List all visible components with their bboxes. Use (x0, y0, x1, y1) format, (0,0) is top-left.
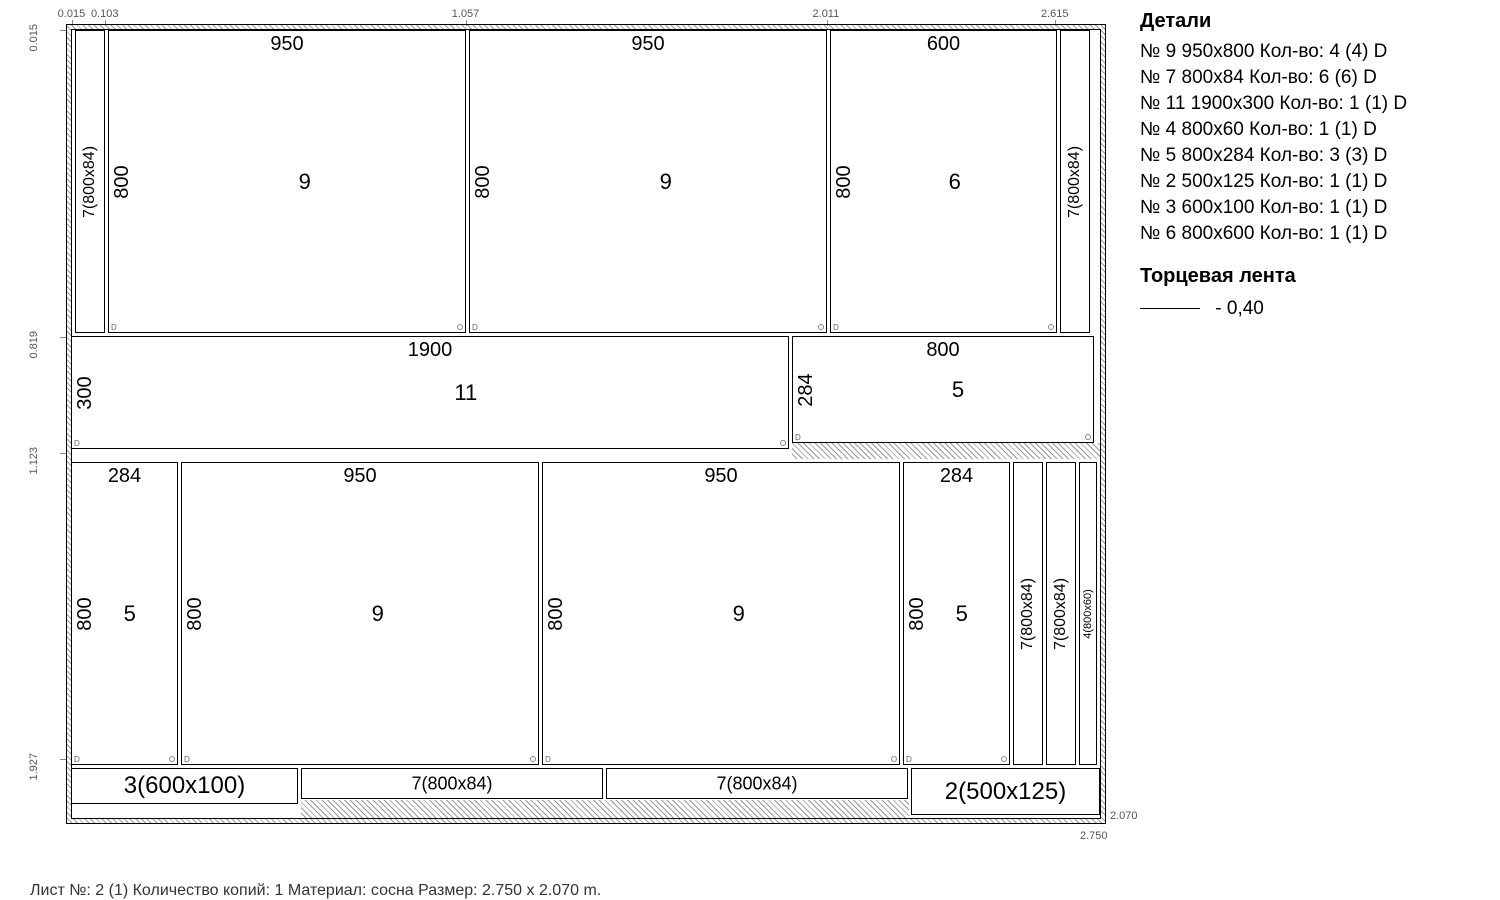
detail-row: № 9 950x800 Кол-во: 4 (4) D (1140, 41, 1480, 63)
part-center-label: 7(800x84) (716, 773, 797, 794)
part-3: 3(600x100) (71, 768, 298, 804)
part-center-label: 7(800x84) (81, 145, 99, 217)
edge-value: - 0,40 (1215, 298, 1264, 319)
part-center-label: 9 (372, 601, 384, 627)
part-center-label: 9 (299, 169, 311, 195)
ruler-bottom-right: 2.750 (1080, 830, 1108, 842)
part-center-label: 4(800x60) (1082, 589, 1094, 639)
ruler-top-label: 2.615 (1041, 8, 1069, 20)
part-width-label: 950 (543, 465, 899, 488)
part-7: 7(800x84) (75, 30, 105, 333)
details-title: Детали (1140, 10, 1480, 33)
part-center-label: 7(800x84) (1019, 577, 1037, 649)
part-height-label: 284 (795, 373, 818, 406)
part-7b: 7(800x84) (1060, 30, 1090, 333)
part-height-label: 800 (111, 165, 134, 198)
part-7d: 7(800x84) (1046, 462, 1076, 765)
part-height-label: 800 (906, 597, 929, 630)
part-9b: 9508009D (469, 30, 827, 333)
part-height-label: 800 (833, 165, 856, 198)
part-width-label: 600 (831, 33, 1056, 56)
part-center-label: 9 (733, 601, 745, 627)
detail-row: № 6 800x600 Кол-во: 1 (1) D (1140, 223, 1480, 245)
part-height-label: 800 (184, 597, 207, 630)
part-center-label: 7(800x84) (411, 773, 492, 794)
part-height-label: 800 (472, 165, 495, 198)
details-sidebar: Детали № 9 950x800 Кол-во: 4 (4) D № 7 80… (1140, 10, 1480, 900)
part-center-label: 2(500x125) (945, 778, 1066, 806)
part-9c: 9508009D (181, 462, 539, 765)
ruler-top-label: 1.057 (452, 8, 480, 20)
part-center-label: 3(600x100) (124, 772, 245, 800)
part-height-label: 800 (545, 597, 568, 630)
part-9d: 9508009D (542, 462, 900, 765)
part-height-label: 800 (74, 597, 97, 630)
part-11: 190030011D (71, 336, 789, 449)
detail-row: № 3 600x100 Кол-во: 1 (1) D (1140, 197, 1480, 219)
part-center-label: 5 (956, 601, 968, 627)
part-center-label: 7(800x84) (1066, 145, 1084, 217)
ruler-top-label: 2.011 (813, 8, 840, 20)
part-5c: 2848005D (903, 462, 1010, 765)
part-2: 2(500x125) (911, 768, 1100, 815)
part-width-label: 950 (470, 33, 826, 56)
part-5b: 2848005D (71, 462, 178, 765)
part-7c: 7(800x84) (1013, 462, 1043, 765)
part-width-label: 1900 (72, 339, 788, 362)
part-center-label: 7(800x84) (1052, 577, 1070, 649)
detail-row: № 7 800x84 Кол-во: 6 (6) D (1140, 67, 1480, 89)
part-width-label: 284 (72, 465, 177, 488)
part-5a: 8002845D (792, 336, 1094, 443)
cutting-diagram: 0.015 0.103 1.057 2.011 2.615 0.015 0.819 1.12… (30, 10, 1120, 880)
ruler-top-label: 0.103 (91, 8, 119, 20)
detail-row: № 5 800x284 Кол-во: 3 (3) D (1140, 145, 1480, 167)
part-6: 6008006D (830, 30, 1057, 333)
part-center-label: 6 (949, 169, 961, 195)
detail-row: № 4 800x60 Кол-во: 1 (1) D (1140, 119, 1480, 141)
part-width-label: 950 (182, 465, 538, 488)
ruler-left-label: 0.015 (28, 24, 40, 52)
ruler-left-label: 1.927 (28, 753, 40, 781)
part-7e: 7(800x84) (301, 768, 603, 799)
part-center-label: 5 (952, 377, 964, 403)
part-9: 9508009D (108, 30, 466, 333)
part-width-label: 800 (793, 339, 1093, 362)
part-center-label: 11 (454, 380, 477, 406)
footer-info: Лист №: 2 (1) Количество копий: 1 Матери… (30, 882, 601, 900)
edge-title: Торцевая лента (1140, 265, 1480, 288)
part-4: 4(800x60) (1079, 462, 1097, 765)
ruler-right-bottom: 2.070 (1110, 810, 1138, 822)
part-center-label: 5 (124, 601, 136, 627)
waste-area-bottom (301, 800, 909, 818)
part-height-label: 300 (74, 376, 97, 409)
ruler-left-label: 1.123 (28, 447, 40, 475)
ruler-top-label: 0.015 (58, 8, 86, 20)
waste-area (792, 443, 1100, 459)
detail-row: № 11 1900x300 Кол-во: 1 (1) D (1140, 93, 1480, 115)
part-width-label: 284 (904, 465, 1009, 488)
part-width-label: 950 (109, 33, 465, 56)
edge-line-sample (1140, 308, 1200, 309)
part-7f: 7(800x84) (606, 768, 908, 799)
ruler-left-label: 0.819 (28, 331, 40, 359)
part-center-label: 9 (660, 169, 672, 195)
detail-row: № 2 500x125 Кол-во: 1 (1) D (1140, 171, 1480, 193)
